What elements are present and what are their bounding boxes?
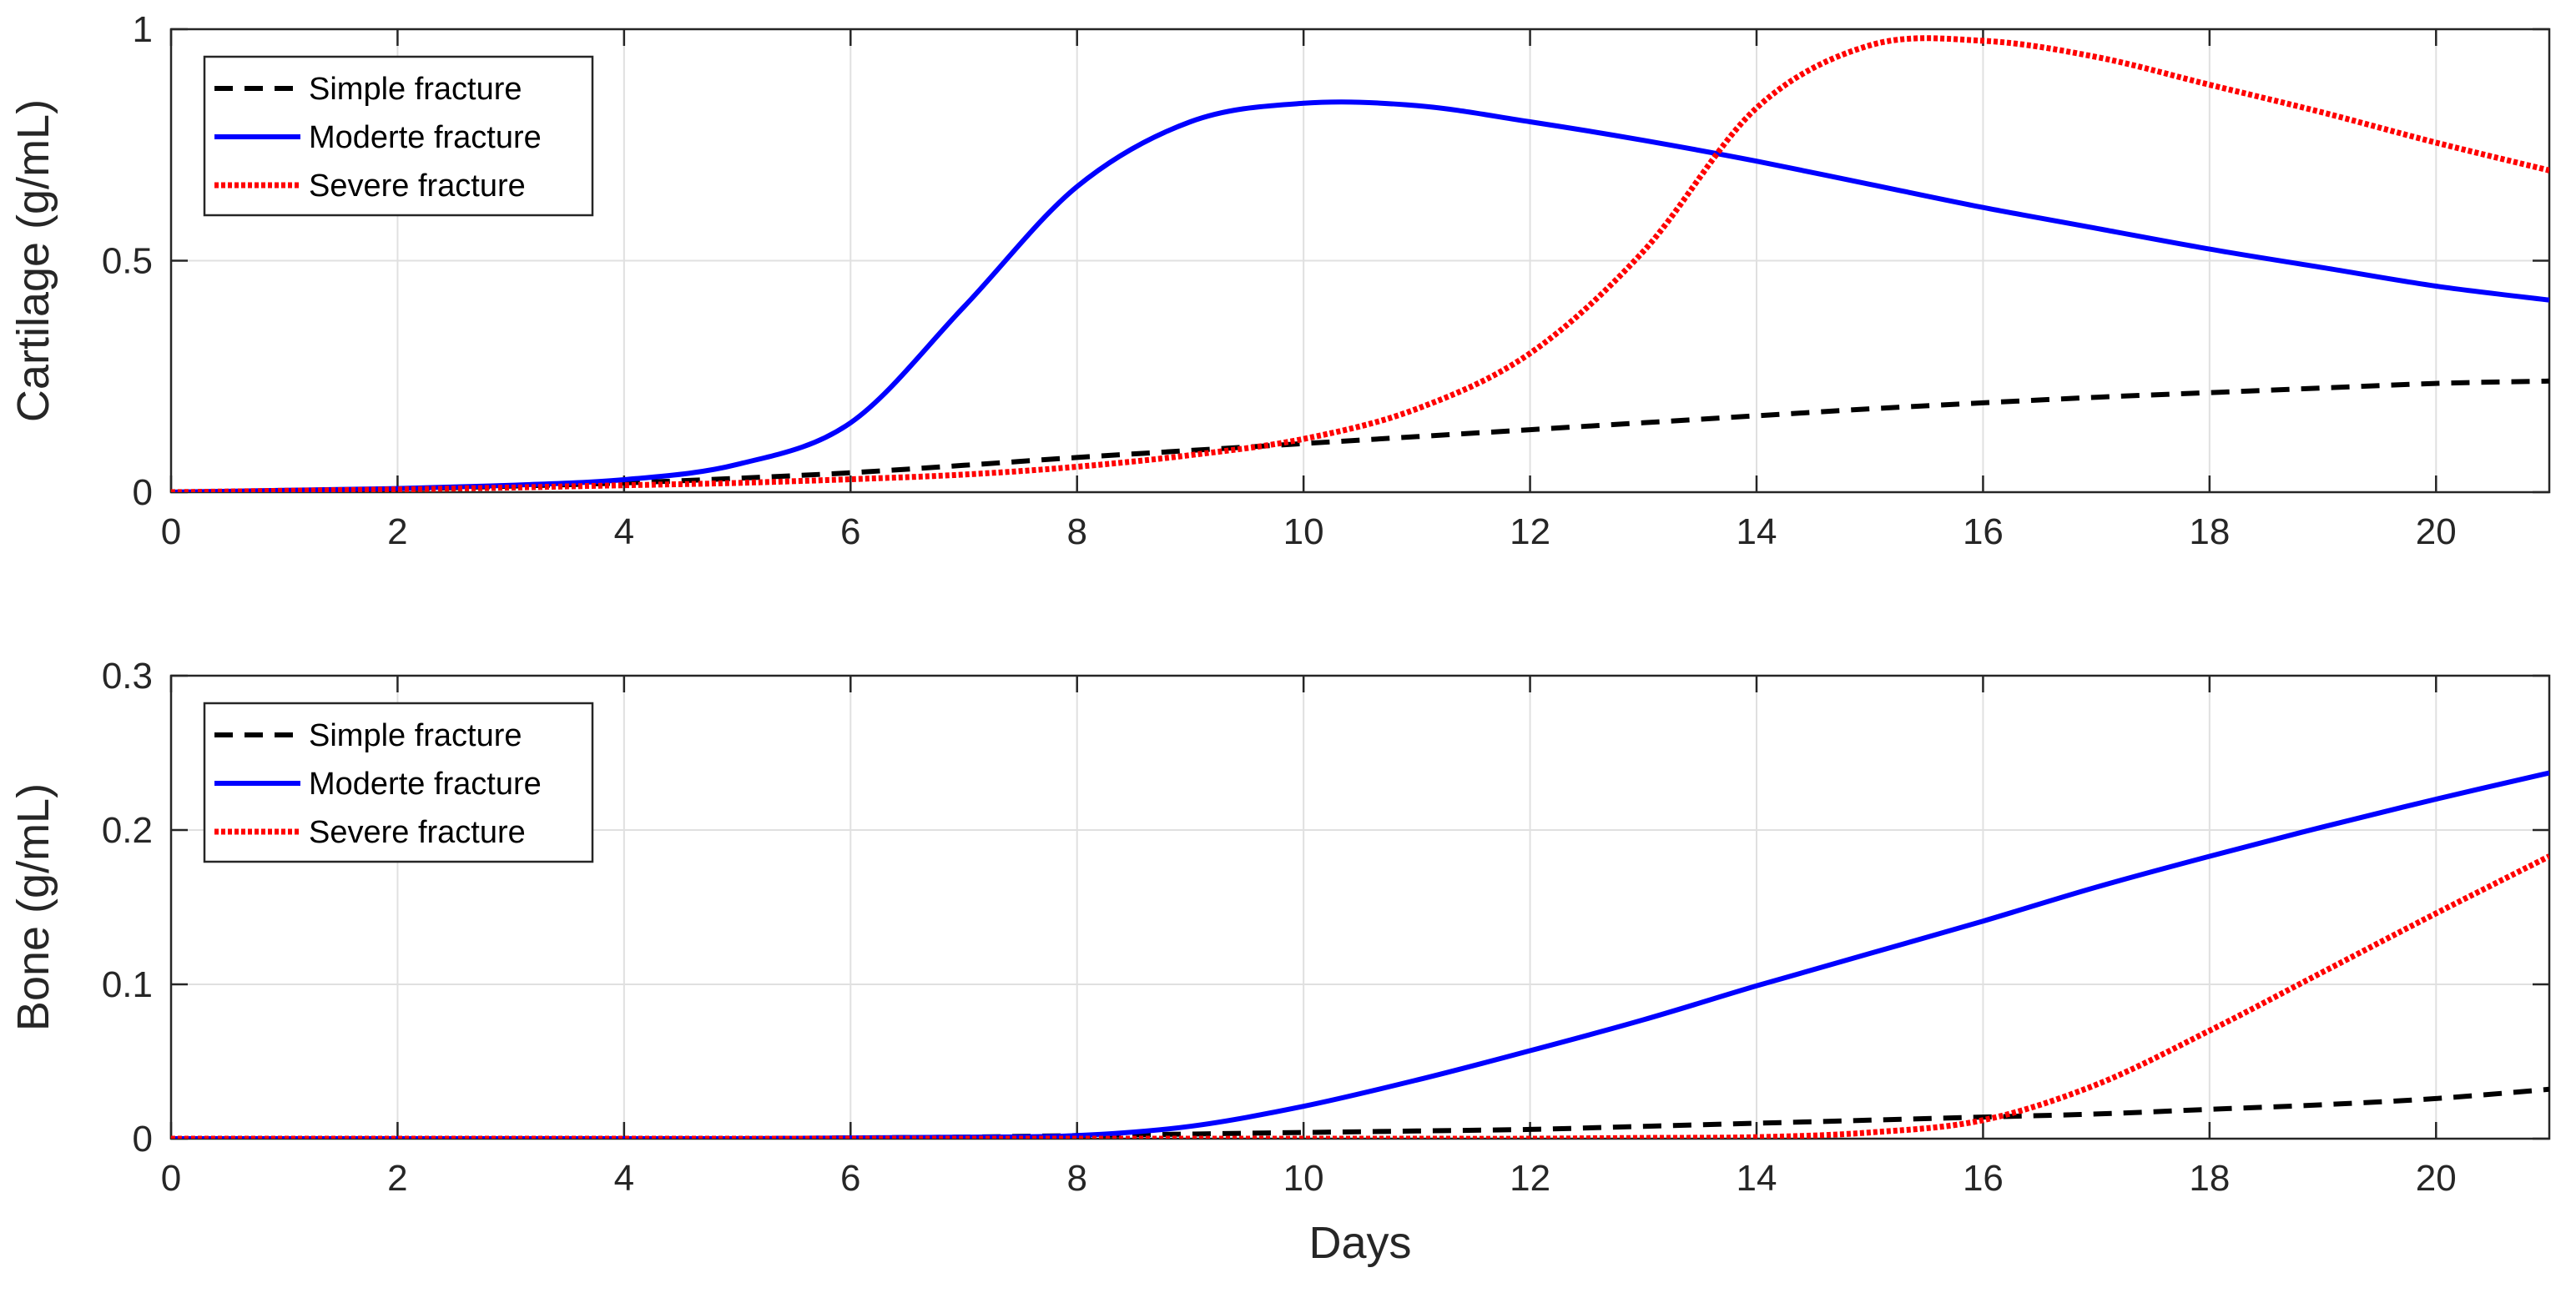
x-tick-label: 18	[2189, 511, 2230, 552]
legend-label: Moderte fracture	[309, 120, 542, 155]
x-tick-label: 6	[840, 1158, 860, 1199]
legend-label: Simple fracture	[309, 718, 522, 753]
x-tick-label: 16	[1963, 1158, 2004, 1199]
x-tick-label: 4	[614, 511, 634, 552]
x-tick-label: 8	[1066, 511, 1086, 552]
y-tick-label: 0.1	[102, 964, 153, 1005]
series-line-moderte-fracture	[171, 99, 2549, 492]
y-tick-label: 0.2	[102, 810, 153, 851]
series-line-moderte-fracture	[171, 770, 2549, 1139]
x-tick-label: 18	[2189, 1158, 2230, 1199]
legend-label: Severe fracture	[309, 815, 526, 850]
x-tick-label: 16	[1963, 511, 2004, 552]
x-tick-label: 0	[161, 511, 181, 552]
x-tick-label: 12	[1510, 511, 1550, 552]
x-tick-label: 10	[1283, 1158, 1324, 1199]
x-tick-label: 2	[387, 1158, 407, 1199]
y-tick-label: 0.5	[102, 241, 153, 282]
x-tick-label: 20	[2416, 1158, 2457, 1199]
x-tick-label: 12	[1510, 1158, 1550, 1199]
legend-label: Moderte fracture	[309, 767, 542, 802]
y-tick-label: 0	[133, 1119, 153, 1160]
x-tick-label: 4	[614, 1158, 634, 1199]
series-line-simple-fracture	[171, 1086, 2549, 1139]
x-tick-label: 20	[2416, 511, 2457, 552]
legend-label: Simple fracture	[309, 72, 522, 107]
x-tick-label: 2	[387, 511, 407, 552]
x-tick-label: 0	[161, 1158, 181, 1199]
x-tick-label: 6	[840, 511, 860, 552]
x-axis-label: Days	[1308, 1218, 1411, 1268]
x-tick-label: 14	[1737, 511, 1777, 552]
y-tick-label: 0	[133, 472, 153, 513]
x-tick-label: 14	[1737, 1158, 1777, 1199]
cartilage-panel: 0 2 4 6 8 10 12 14 16 18 20 0 0.5 1 Cartilage (g/mL) Si…	[8, 9, 2551, 552]
series-line-severe-fracture	[171, 35, 2549, 492]
y-axis-label: Bone (g/mL)	[8, 783, 58, 1031]
legend-label: Severe fracture	[309, 169, 526, 204]
y-axis-label: Cartilage (g/mL)	[8, 99, 58, 422]
y-tick-label: 1	[133, 9, 153, 50]
x-tick-label: 8	[1066, 1158, 1086, 1199]
y-tick-label: 0.3	[102, 656, 153, 697]
x-tick-label: 10	[1283, 511, 1324, 552]
bone-panel: 0 2 4 6 8 10 12 14 16 18 20 0 0.1 0.2 0.3 Bone (g/mL) Da…	[8, 656, 2551, 1268]
